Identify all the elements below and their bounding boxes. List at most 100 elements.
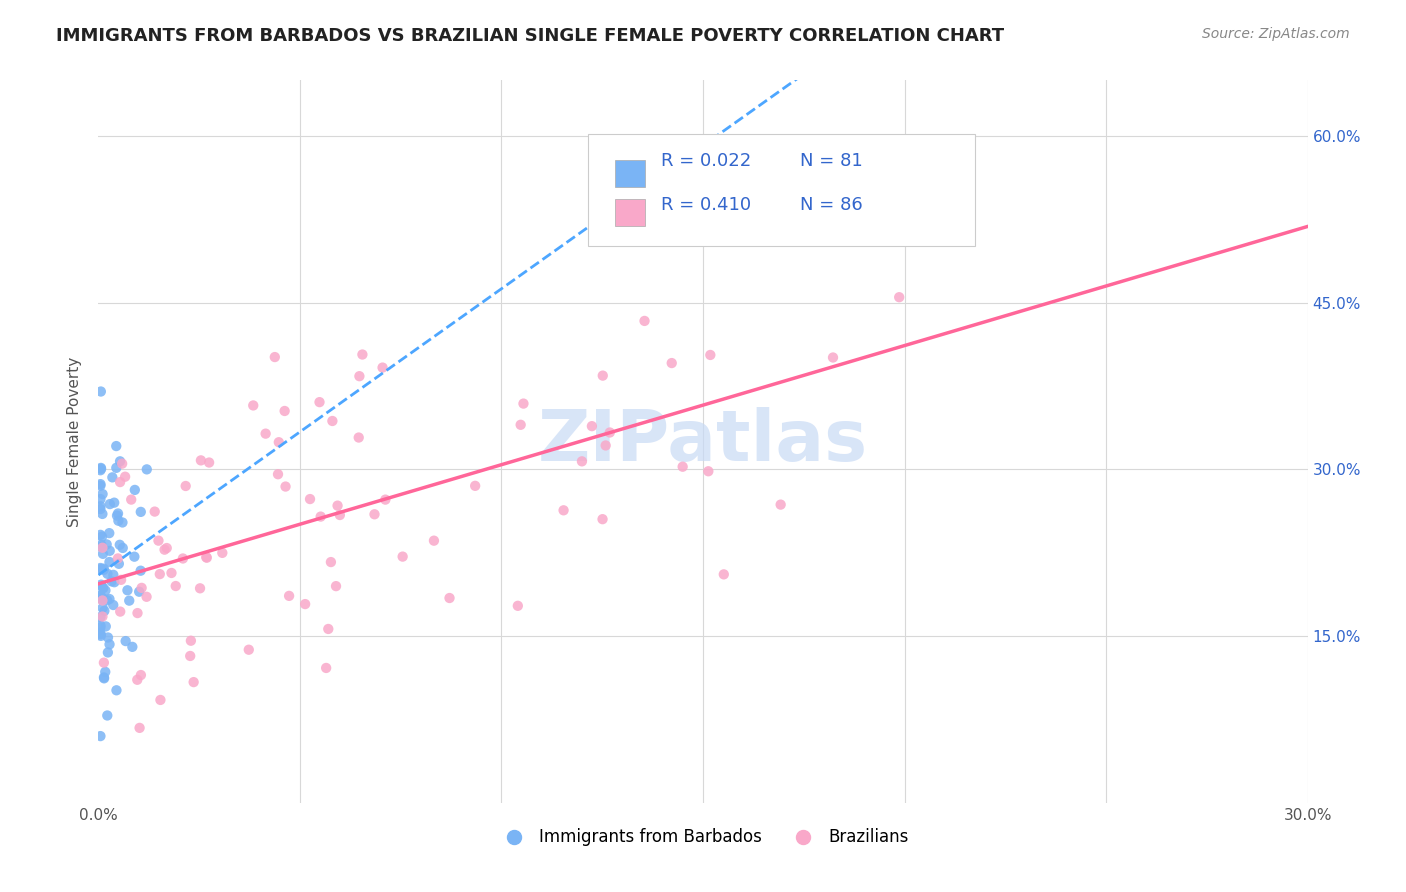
Point bbox=[592, 368, 614, 383]
Point bbox=[512, 396, 534, 410]
Point bbox=[174, 479, 197, 493]
Point bbox=[89, 561, 111, 575]
Point bbox=[103, 496, 125, 510]
Point bbox=[294, 597, 316, 611]
Point bbox=[89, 502, 111, 516]
Point bbox=[89, 620, 111, 634]
Point bbox=[195, 550, 218, 565]
Point bbox=[118, 593, 141, 607]
Point bbox=[769, 498, 792, 512]
Y-axis label: Single Female Poverty: Single Female Poverty bbox=[67, 357, 83, 526]
Point bbox=[93, 671, 115, 685]
Text: Source: ZipAtlas.com: Source: ZipAtlas.com bbox=[1202, 27, 1350, 41]
Text: IMMIGRANTS FROM BARBADOS VS BRAZILIAN SINGLE FEMALE POVERTY CORRELATION CHART: IMMIGRANTS FROM BARBADOS VS BRAZILIAN SI… bbox=[56, 27, 1004, 45]
Text: R = 0.410: R = 0.410 bbox=[661, 195, 751, 213]
Point bbox=[89, 491, 111, 506]
Point bbox=[89, 618, 111, 632]
Point bbox=[105, 439, 128, 453]
Point bbox=[661, 356, 683, 370]
Legend: Immigrants from Barbados, Brazilians: Immigrants from Barbados, Brazilians bbox=[491, 821, 915, 852]
Point bbox=[371, 360, 394, 375]
Point bbox=[103, 567, 125, 582]
Point bbox=[127, 673, 149, 687]
Point bbox=[90, 577, 112, 591]
Point bbox=[117, 583, 139, 598]
Point bbox=[148, 533, 170, 548]
Point bbox=[90, 540, 112, 554]
Point bbox=[103, 598, 125, 612]
Point bbox=[821, 351, 844, 365]
Point bbox=[91, 581, 114, 595]
Point bbox=[108, 538, 131, 552]
Point bbox=[89, 463, 111, 477]
Point bbox=[211, 546, 233, 560]
Point bbox=[96, 593, 118, 607]
Point bbox=[91, 547, 114, 561]
Point bbox=[91, 487, 114, 501]
Point bbox=[97, 631, 120, 645]
Point bbox=[263, 350, 285, 364]
Point bbox=[120, 492, 142, 507]
Point bbox=[128, 584, 150, 599]
Point bbox=[124, 549, 146, 564]
Point bbox=[89, 627, 111, 641]
Point bbox=[267, 435, 290, 450]
Point bbox=[110, 573, 132, 587]
Point bbox=[100, 574, 122, 589]
Point bbox=[93, 656, 115, 670]
Point bbox=[98, 555, 121, 569]
Point bbox=[89, 610, 111, 624]
Point bbox=[238, 642, 260, 657]
Point bbox=[108, 454, 131, 468]
Point bbox=[160, 566, 183, 580]
Point bbox=[89, 528, 111, 542]
Point bbox=[90, 384, 112, 399]
Point bbox=[128, 721, 150, 735]
Point bbox=[254, 426, 277, 441]
Point bbox=[101, 470, 124, 484]
Point bbox=[93, 562, 115, 576]
Point bbox=[98, 543, 121, 558]
Point bbox=[94, 665, 117, 679]
FancyBboxPatch shape bbox=[614, 160, 645, 187]
FancyBboxPatch shape bbox=[588, 135, 976, 246]
Point bbox=[91, 592, 114, 607]
Point bbox=[672, 459, 695, 474]
Text: R = 0.022: R = 0.022 bbox=[661, 153, 751, 170]
Point bbox=[98, 637, 121, 651]
Point bbox=[91, 609, 114, 624]
Point bbox=[135, 462, 157, 476]
Point bbox=[464, 479, 486, 493]
Point bbox=[391, 549, 413, 564]
Point bbox=[89, 626, 111, 640]
Text: ZIPatlas: ZIPatlas bbox=[538, 407, 868, 476]
Point bbox=[190, 453, 212, 467]
FancyBboxPatch shape bbox=[614, 199, 645, 227]
Point bbox=[423, 533, 446, 548]
Point bbox=[633, 314, 655, 328]
Point bbox=[242, 399, 264, 413]
Point bbox=[131, 581, 153, 595]
Point bbox=[107, 507, 129, 521]
Point bbox=[352, 347, 374, 361]
Point bbox=[316, 622, 339, 636]
Point bbox=[581, 419, 603, 434]
Point bbox=[96, 566, 118, 581]
Point bbox=[347, 431, 370, 445]
Point bbox=[180, 633, 202, 648]
Point bbox=[374, 492, 396, 507]
Point bbox=[98, 592, 121, 607]
Point bbox=[89, 500, 111, 514]
Point bbox=[165, 579, 187, 593]
Point bbox=[553, 503, 575, 517]
Point bbox=[91, 593, 114, 607]
Point bbox=[90, 629, 112, 643]
Point bbox=[90, 562, 112, 576]
Point bbox=[105, 683, 128, 698]
Point bbox=[699, 348, 721, 362]
Point bbox=[149, 567, 172, 582]
Point bbox=[107, 551, 129, 566]
Point bbox=[267, 467, 290, 482]
Point bbox=[127, 606, 149, 620]
Point bbox=[298, 491, 321, 506]
